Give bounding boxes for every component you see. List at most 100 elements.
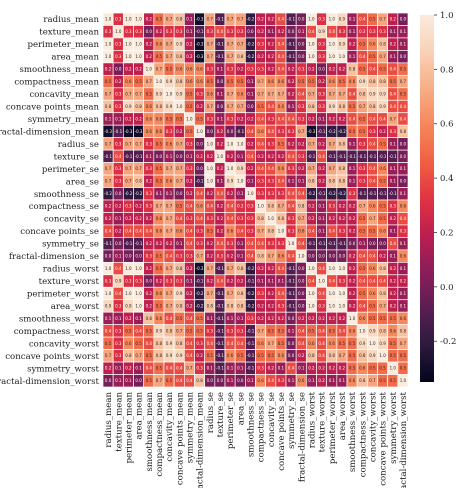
cell-value-label: 0.4 [349,116,356,121]
cell-value-label: 0.4 [196,191,203,196]
cell-value-label: 0.3 [237,216,244,221]
cell-value-label: 0.6 [166,141,173,146]
cell-value-label: 0.2 [298,316,305,321]
cell-value-label: 0.0 [196,141,203,146]
cell-value-label: 0.6 [196,204,203,209]
cell-value-label: 0.4 [288,191,295,196]
cell-value-label: 0.0 [400,54,407,59]
cell-value-label: 0.5 [196,328,203,333]
cell-value-label: 0.2 [268,154,275,159]
cell-value-label: 0.8 [105,104,112,109]
cell-value-label: 0.2 [268,42,275,47]
cell-value-label: 0.3 [227,328,234,333]
cell-value-label: 0.2 [339,67,346,72]
cell-value-label: 0.0 [298,303,305,308]
cell-value-label: 0.4 [247,254,254,259]
cell-value-label: 0.4 [247,241,254,246]
cell-value-label: 0.8 [339,179,346,184]
cell-value-label: 0.2 [247,166,254,171]
cell-value-label: 0.3 [278,303,285,308]
cell-value-label: -0.3 [308,129,316,134]
cell-value-label: 1.0 [247,191,254,196]
cell-value-label: 0.3 [166,129,173,134]
cell-value-label: 0.2 [207,278,214,283]
cell-value-label: -0.1 [328,154,336,159]
cell-value-label: 0.3 [349,191,356,196]
cell-value-label: 0.4 [115,291,122,296]
cell-value-label: 0.8 [176,54,183,59]
cell-value-label: 0.3 [115,141,122,146]
cell-value-label: 0.7 [135,166,142,171]
cell-value-label: 0.5 [349,341,356,346]
cell-value-label: 0.8 [339,166,346,171]
cell-value-label: 0.7 [308,91,315,96]
row-label: fractal-dimension_se [9,252,99,262]
cell-value-label: 0.1 [349,17,356,22]
cell-value-label: 0.0 [176,191,183,196]
cell-value-label: 0.2 [318,179,325,184]
cell-value-label: 0.5 [278,141,285,146]
cell-value-label: 0.2 [115,204,122,209]
cell-value-label: 0.1 [308,378,315,383]
cell-value-label: -0.2 [247,266,255,271]
cell-value-label: 0.3 [278,241,285,246]
cell-value-label: 0.2 [308,316,315,321]
cell-value-label: 1.0 [349,316,356,321]
cell-value-label: 0.2 [379,129,386,134]
cell-value-label: 0.2 [257,54,264,59]
cell-value-label: 0.2 [186,303,193,308]
row-label: radius_se [58,140,99,150]
column-label: texture_mean [114,392,124,452]
cell-value-label: 0.1 [298,29,305,34]
cell-value-label: 0.8 [400,129,407,134]
cell-value-label: 0.4 [227,204,234,209]
cell-value-label: 0.1 [186,154,193,159]
cell-value-label: 0.5 [379,378,386,383]
cell-value-label: 0.3 [115,353,122,358]
cell-value-label: 0.2 [207,254,214,259]
cell-value-label: 0.4 [329,29,336,34]
cell-value-label: 0.7 [105,91,112,96]
column-label: concave points_se [277,392,287,471]
cell-value-label: 0.3 [247,229,254,234]
cell-value-label: 0.2 [186,266,193,271]
cell-value-label: 0.5 [156,141,163,146]
cell-value-label: 0.6 [329,341,336,346]
cell-value-label: -0.1 [348,154,356,159]
cell-value-label: 0.7 [369,378,376,383]
cell-value-label: 0.2 [298,166,305,171]
cell-value-label: 0.6 [227,353,234,358]
cell-value-label: 0.0 [318,67,325,72]
cell-value-label: 1.0 [329,291,336,296]
cell-value-label: -0.3 [196,54,204,59]
cell-value-label: 0.3 [339,29,346,34]
cell-value-label: 0.6 [278,79,285,84]
cell-value-label: 0.7 [339,353,346,358]
cell-value-label: 0.2 [146,291,153,296]
cell-value-label: -0.1 [125,154,133,159]
cell-value-label: 0.5 [268,328,275,333]
cell-value-label: 0.3 [115,104,122,109]
column-label: compactness_se [257,392,267,462]
cell-value-label: 0.2 [349,266,356,271]
cell-value-label: 0.0 [298,42,305,47]
cell-value-label: 0.8 [176,17,183,22]
cell-value-label: 0.1 [186,29,193,34]
row-label: radius_mean [43,15,99,25]
cell-value-label: 0.7 [379,17,386,22]
cell-value-label: 0.9 [369,328,376,333]
cell-value-label: 0.2 [308,204,315,209]
row-label: perimeter_worst [27,290,100,300]
cell-value-label: 0.4 [298,341,305,346]
cell-value-label: 0.3 [115,54,122,59]
cell-value-label: 0.2 [125,116,132,121]
cell-value-label: 0.7 [125,179,132,184]
cell-value-label: 0.4 [288,254,295,259]
cell-value-label: -0.2 [196,303,204,308]
cell-value-label: 0.9 [379,104,386,109]
cell-value-label: 0.3 [196,229,203,234]
cell-value-label: 0.3 [146,166,153,171]
cell-value-label: 0.9 [166,353,173,358]
cell-value-label: 0.4 [369,278,376,283]
cell-value-label: 0.2 [349,42,356,47]
